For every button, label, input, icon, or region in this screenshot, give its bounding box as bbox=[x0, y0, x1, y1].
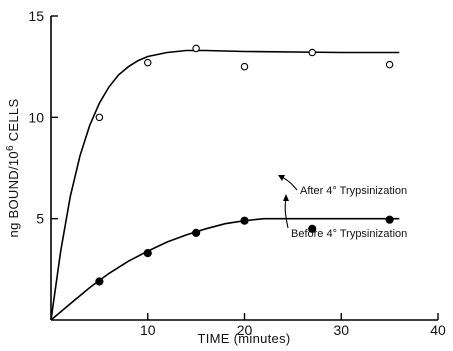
y-tick-label-15: 15 bbox=[28, 8, 44, 24]
series-1-point-1 bbox=[143, 249, 152, 258]
series-1-point-5 bbox=[385, 215, 394, 224]
x-tick-label-40: 40 bbox=[430, 322, 446, 338]
annotation-layer: Before 4° Trypsinization After 4° Trypsin… bbox=[278, 175, 407, 240]
x-tick-label-30: 30 bbox=[333, 322, 349, 338]
annotation-before-trypsinization: Before 4° Trypsinization bbox=[291, 228, 407, 240]
annotation-before-arrow bbox=[284, 198, 289, 229]
x-ticks: 10 20 30 40 bbox=[140, 313, 446, 338]
series-0-point-3 bbox=[240, 62, 249, 71]
series-0-point-1 bbox=[144, 58, 152, 67]
series-layer bbox=[50, 44, 400, 321]
series-1-curve bbox=[50, 217, 400, 321]
series-1-point-3 bbox=[240, 216, 249, 225]
series-0-point-2 bbox=[192, 44, 200, 53]
y-axis-title: ng BOUND/106 CELLS bbox=[5, 99, 21, 238]
series-0-point-5 bbox=[385, 60, 394, 69]
series-0-curve bbox=[50, 49, 400, 321]
x-axis-title: TIME (minutes) bbox=[197, 331, 290, 346]
x-tick-label-10: 10 bbox=[140, 322, 156, 338]
series-1-point-0 bbox=[95, 277, 104, 286]
series-0-point-4 bbox=[308, 48, 316, 57]
series-1-point-4 bbox=[308, 224, 317, 233]
series-0-point-0 bbox=[95, 113, 104, 122]
y-tick-label-5: 5 bbox=[36, 211, 44, 227]
annotation-after-arrow bbox=[281, 176, 298, 191]
series-1-point-2 bbox=[192, 228, 201, 237]
annotation-before-arrowhead bbox=[283, 194, 289, 201]
annotation-after-trypsinization: After 4° Trypsinization bbox=[300, 185, 407, 197]
y-ticks: 5 10 15 bbox=[28, 8, 58, 227]
y-tick-label-10: 10 bbox=[28, 109, 44, 125]
x-tick-label-20: 20 bbox=[237, 322, 253, 338]
plot-area: 10 20 30 40 5 10 15 Before 4° Trypsinization A… bbox=[28, 8, 446, 338]
annotation-after-arrowhead bbox=[278, 175, 285, 181]
